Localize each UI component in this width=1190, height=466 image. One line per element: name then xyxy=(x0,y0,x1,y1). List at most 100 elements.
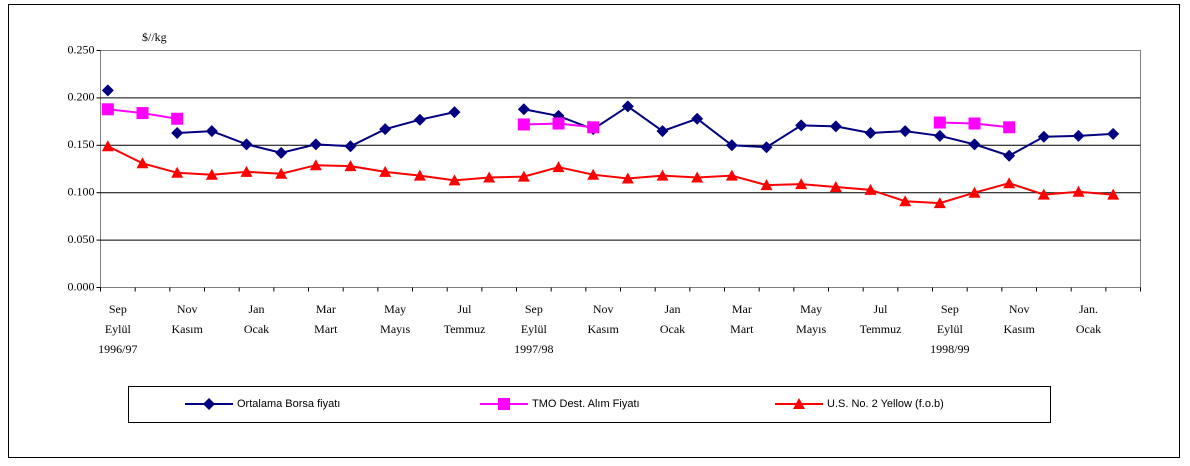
y-tick-label: 0.200 xyxy=(68,90,95,104)
marker xyxy=(240,165,253,177)
marker xyxy=(760,141,773,154)
y-tick-label: 0.100 xyxy=(68,184,95,198)
marker xyxy=(1037,188,1050,200)
marker xyxy=(171,166,184,178)
marker xyxy=(275,146,288,159)
marker xyxy=(101,84,114,97)
marker xyxy=(968,138,981,151)
x-tick-label: Mar xyxy=(316,302,336,316)
x-tick-label: Eylül xyxy=(105,322,132,336)
x-tick-label: Ocak xyxy=(660,322,685,336)
y-tick-label: 0.150 xyxy=(68,137,95,151)
marker xyxy=(1037,130,1050,143)
marker xyxy=(587,168,600,180)
x-tick-label: Temmuz xyxy=(444,322,486,336)
x-tick-label: May xyxy=(800,302,822,316)
marker xyxy=(552,117,565,130)
marker xyxy=(136,107,149,120)
marker xyxy=(1003,177,1016,189)
legend-marker xyxy=(793,398,805,409)
legend-label: U.S. No. 2 Yellow (f.o.b) xyxy=(827,398,944,410)
x-tick-label: 1997/98 xyxy=(514,342,553,356)
marker xyxy=(829,120,842,133)
marker xyxy=(1003,149,1016,162)
marker xyxy=(795,178,808,190)
x-tick-label: 1998/99 xyxy=(930,342,969,356)
x-tick-label: Mart xyxy=(730,322,754,336)
y-tick-label: 0.050 xyxy=(68,232,95,246)
marker xyxy=(517,170,530,182)
x-tick-label: Jul xyxy=(457,302,472,316)
marker xyxy=(829,181,842,193)
x-tick-label: Mar xyxy=(732,302,752,316)
x-tick-label: Nov xyxy=(1009,302,1030,316)
x-tick-label: Nov xyxy=(177,302,198,316)
x-tick-label: Kasım xyxy=(1003,322,1035,336)
marker xyxy=(1072,129,1085,142)
x-tick-label: Jan. xyxy=(1079,302,1098,316)
y-tick-label: 0.250 xyxy=(68,42,95,56)
marker xyxy=(309,159,322,171)
marker xyxy=(379,123,392,136)
marker xyxy=(1003,121,1016,134)
marker xyxy=(691,171,704,183)
marker xyxy=(275,167,288,179)
x-tick-label: Sep xyxy=(109,302,127,316)
marker xyxy=(864,183,877,195)
legend-label: Ortalama Borsa fiyatı xyxy=(237,398,340,410)
marker xyxy=(760,179,773,191)
y-tick-label: 0.000 xyxy=(68,279,95,293)
x-tick-label: Kasım xyxy=(171,322,203,336)
marker xyxy=(136,157,149,169)
marker xyxy=(552,161,565,173)
marker xyxy=(691,112,704,125)
series-line xyxy=(107,145,1114,205)
marker xyxy=(101,103,114,116)
marker xyxy=(517,118,530,131)
marker xyxy=(517,103,530,116)
marker xyxy=(968,186,981,198)
x-tick-label: Jan xyxy=(249,302,265,316)
marker xyxy=(101,140,114,152)
x-tick-label: Mart xyxy=(314,322,338,336)
marker xyxy=(205,125,218,138)
marker xyxy=(933,197,946,209)
x-tick-label: Nov xyxy=(593,302,614,316)
marker xyxy=(1072,185,1085,197)
marker xyxy=(413,113,426,126)
marker xyxy=(864,126,877,139)
marker xyxy=(933,129,946,142)
marker xyxy=(344,160,357,172)
marker xyxy=(205,168,218,180)
marker xyxy=(899,195,912,207)
marker xyxy=(656,169,669,181)
x-tick-label: 1996/97 xyxy=(98,342,137,356)
marker xyxy=(379,165,392,177)
x-tick-label: Temmuz xyxy=(860,322,902,336)
x-tick-label: Kasım xyxy=(587,322,619,336)
x-tick-label: Mayıs xyxy=(796,322,826,336)
x-tick-label: Jul xyxy=(873,302,888,316)
legend-marker xyxy=(498,398,510,410)
marker xyxy=(171,126,184,139)
marker xyxy=(587,121,600,134)
marker xyxy=(344,140,357,153)
x-tick-label: Eylül xyxy=(937,322,964,336)
legend xyxy=(128,386,1051,423)
marker xyxy=(725,169,738,181)
marker xyxy=(795,119,808,132)
marker xyxy=(448,174,461,186)
legend-marker xyxy=(203,398,215,410)
marker xyxy=(933,116,946,129)
x-tick-label: Jan xyxy=(665,302,681,316)
marker xyxy=(171,112,184,125)
x-tick-label: Mayıs xyxy=(380,322,410,336)
marker xyxy=(621,172,634,184)
x-tick-label: Eylül xyxy=(521,322,548,336)
marker xyxy=(309,138,322,151)
marker xyxy=(621,100,634,113)
marker xyxy=(413,169,426,181)
x-tick-label: Sep xyxy=(525,302,543,316)
marker xyxy=(725,139,738,152)
